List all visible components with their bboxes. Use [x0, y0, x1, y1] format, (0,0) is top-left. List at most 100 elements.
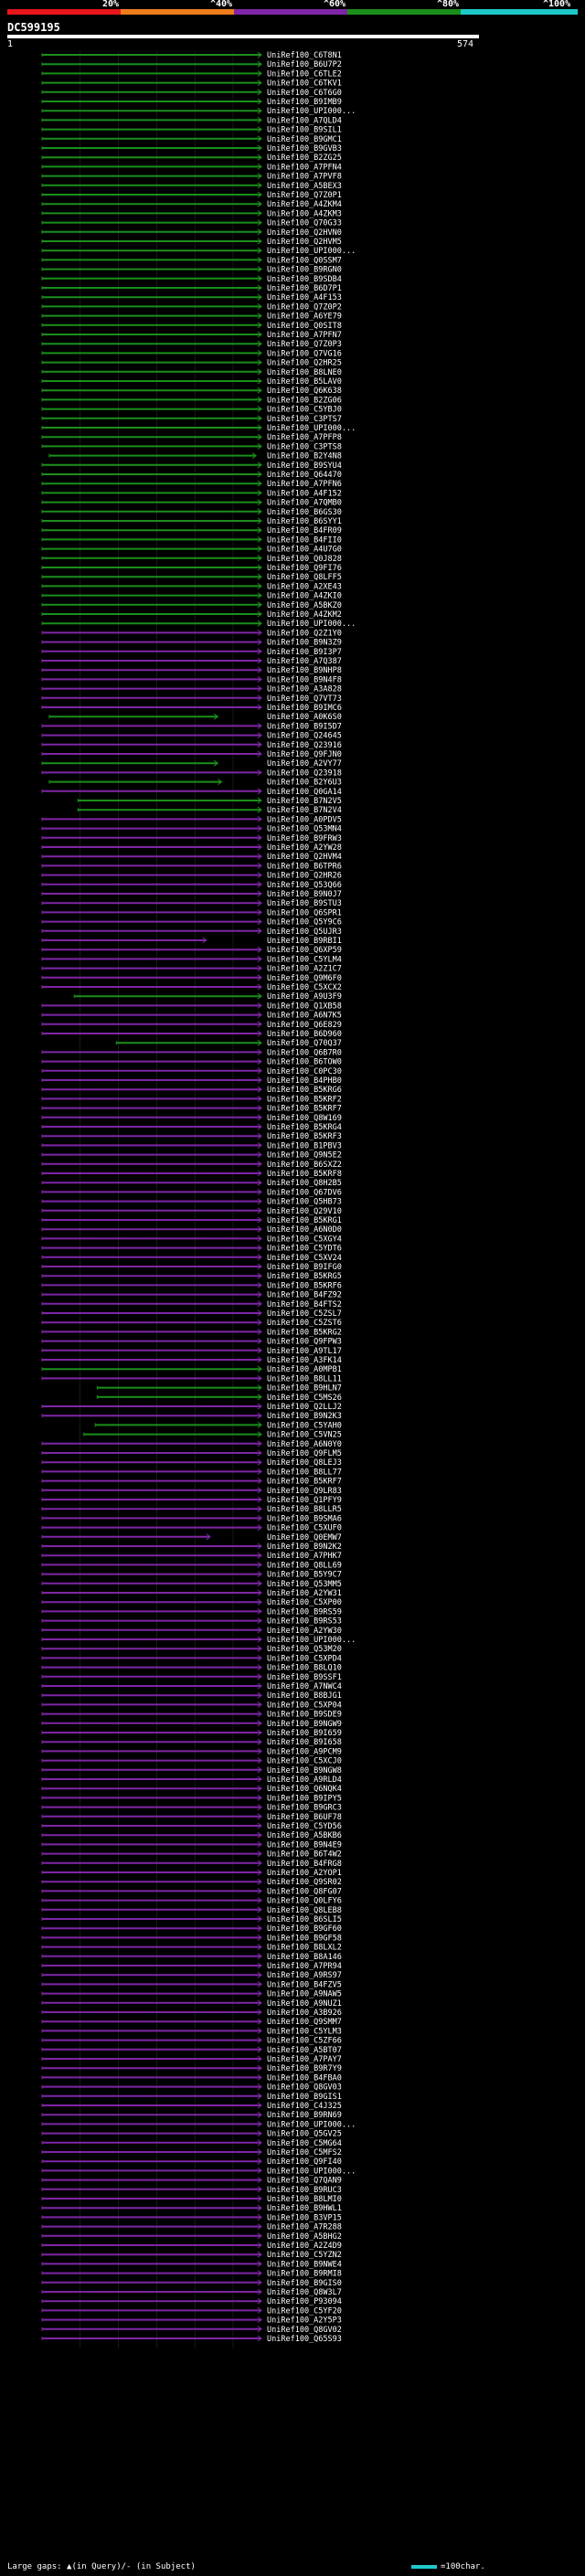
hit-label[interactable]: UniRef100_A4ZKM2 [267, 610, 342, 620]
hit-label[interactable]: UniRef100_C5YLM4 [267, 955, 342, 964]
hit-label[interactable]: UniRef100_C4J325 [267, 2102, 342, 2111]
hit-label[interactable]: UniRef100_B8LL11 [267, 1374, 342, 1383]
hit-label[interactable]: UniRef100_Q0SSM7 [267, 256, 342, 265]
hit-label[interactable]: UniRef100_A3B926 [267, 2009, 342, 2018]
hit-label[interactable]: UniRef100_B9I5D7 [267, 722, 342, 731]
hit-label[interactable]: UniRef100_Q2HVM4 [267, 853, 342, 862]
hit-label[interactable]: UniRef100_A7PFN4 [267, 163, 342, 172]
hit-label[interactable]: UniRef100_A9TL17 [267, 1347, 342, 1356]
hit-label[interactable]: UniRef100_A7NWC4 [267, 1682, 342, 1691]
hit-label[interactable]: UniRef100_A2YW28 [267, 843, 342, 853]
hit-label[interactable]: UniRef100_Q8FG07 [267, 1887, 342, 1896]
hit-label[interactable]: UniRef100_B2Y4N8 [267, 452, 342, 461]
hit-label[interactable]: UniRef100_B9N4E9 [267, 1840, 342, 1850]
hit-label[interactable]: UniRef100_Q7Z0P1 [267, 191, 342, 200]
hit-label[interactable]: UniRef100_B8LL77 [267, 1468, 342, 1477]
hit-label[interactable]: UniRef100_B9GMC1 [267, 135, 342, 144]
hit-label[interactable]: UniRef100_B4FBA0 [267, 2073, 342, 2083]
hit-label[interactable]: UniRef100_B9SMA6 [267, 1514, 342, 1523]
hit-label[interactable]: UniRef100_B6SXZ2 [267, 1161, 342, 1170]
hit-label[interactable]: UniRef100_Q9FLM5 [267, 1449, 342, 1458]
hit-label[interactable]: UniRef100_Q53MN4 [267, 825, 342, 834]
hit-label[interactable]: UniRef100_B6U7P2 [267, 60, 342, 69]
hit-label[interactable]: UniRef100_C5XV24 [267, 1254, 342, 1263]
hit-label[interactable]: UniRef100_C5ZF66 [267, 2037, 342, 2046]
hit-label[interactable]: UniRef100_C5ZSL7 [267, 1309, 342, 1319]
hit-label[interactable]: UniRef100_B8LMI0 [267, 2195, 342, 2204]
hit-label[interactable]: UniRef100_B9N3Z9 [267, 639, 342, 648]
hit-label[interactable]: UniRef100_Q9SR02 [267, 1878, 342, 1887]
hit-label[interactable]: UniRef100_B6D7P1 [267, 284, 342, 293]
hit-label[interactable]: UniRef100_B4FZV5 [267, 1980, 342, 1989]
hit-label[interactable]: UniRef100_B5KRG4 [267, 1123, 342, 1132]
hit-label[interactable]: UniRef100_A6N0Y0 [267, 1440, 342, 1449]
hit-label[interactable]: UniRef100_C5YDT6 [267, 1245, 342, 1254]
hit-label[interactable]: UniRef100_B9SYU4 [267, 461, 342, 471]
hit-label[interactable]: UniRef100_B8LNE0 [267, 368, 342, 377]
hit-label[interactable]: UniRef100_B5KRF7 [267, 1105, 342, 1114]
hit-label[interactable]: UniRef100_Q8LL69 [267, 1561, 342, 1570]
hit-label[interactable]: UniRef100_Q2LLJ2 [267, 1403, 342, 1412]
hit-label[interactable]: UniRef100_B4FII0 [267, 535, 342, 545]
hit-label[interactable]: UniRef100_A2YOP1 [267, 1869, 342, 1878]
hit-label[interactable]: UniRef100_C5YAH0 [267, 1421, 342, 1430]
hit-label[interactable]: UniRef100_A2VY77 [267, 759, 342, 769]
hit-label[interactable]: UniRef100_A5BKB6 [267, 1831, 342, 1840]
hit-label[interactable]: UniRef100_UPI000... [267, 107, 356, 116]
hit-label[interactable]: UniRef100_A3FK14 [267, 1356, 342, 1365]
hit-label[interactable]: UniRef100_A2XE43 [267, 582, 342, 591]
hit-label[interactable]: UniRef100_B8A146 [267, 1953, 342, 1962]
hit-label[interactable]: UniRef100_Q9FI76 [267, 564, 342, 573]
hit-label[interactable]: UniRef100_B5KRG1 [267, 1216, 342, 1225]
hit-label[interactable]: UniRef100_A3A828 [267, 685, 342, 694]
hit-label[interactable]: UniRef100_Q6SPR1 [267, 908, 342, 917]
hit-label[interactable]: UniRef100_B6D960 [267, 1030, 342, 1039]
hit-label[interactable]: UniRef100_B5KRG6 [267, 1086, 342, 1095]
hit-label[interactable]: UniRef100_B9NWE4 [267, 2260, 342, 2269]
hit-label[interactable]: UniRef100_Q2HVM5 [267, 238, 342, 247]
hit-label[interactable]: UniRef100_A9RS97 [267, 1971, 342, 1980]
hit-label[interactable]: UniRef100_Q65S93 [267, 2335, 342, 2344]
hit-label[interactable]: UniRef100_B9FRW3 [267, 834, 342, 843]
hit-label[interactable]: UniRef100_B8BJG1 [267, 1691, 342, 1701]
hit-label[interactable]: UniRef100_Q6NQK4 [267, 1785, 342, 1794]
hit-label[interactable]: UniRef100_A5BHG2 [267, 2232, 342, 2242]
hit-label[interactable]: UniRef100_B4FZ92 [267, 1291, 342, 1300]
hit-label[interactable]: UniRef100_Q9SMM7 [267, 2018, 342, 2027]
hit-label[interactable]: UniRef100_C6T6G0 [267, 89, 342, 98]
hit-label[interactable]: UniRef100_Q8W169 [267, 1114, 342, 1123]
hit-label[interactable]: UniRef100_Q8GV02 [267, 2326, 342, 2335]
hit-label[interactable]: UniRef100_Q6K638 [267, 387, 342, 396]
hit-label[interactable]: UniRef100_P93094 [267, 2297, 342, 2306]
hit-label[interactable]: UniRef100_A9NAW5 [267, 1990, 342, 1999]
hit-label[interactable]: UniRef100_A7QMB0 [267, 499, 342, 508]
hit-label[interactable]: UniRef100_Q1XB58 [267, 1002, 342, 1011]
hit-label[interactable]: UniRef100_C5YD56 [267, 1822, 342, 1831]
hit-label[interactable]: UniRef100_A4ZKM3 [267, 209, 342, 218]
hit-label[interactable]: UniRef100_B4PHB0 [267, 1076, 342, 1086]
hit-label[interactable]: UniRef100_Q23916 [267, 741, 342, 750]
hit-label[interactable]: UniRef100_B3VP15 [267, 2213, 342, 2222]
hit-label[interactable]: UniRef100_B9RS59 [267, 1607, 342, 1617]
hit-label[interactable]: UniRef100_B6TOW0 [267, 1058, 342, 1067]
hit-label[interactable]: UniRef100_Q70G33 [267, 219, 342, 228]
hit-label[interactable]: UniRef100_B5Y9C7 [267, 1571, 342, 1580]
hit-label[interactable]: UniRef100_B9NHP8 [267, 666, 342, 675]
hit-label[interactable]: UniRef100_A6YE79 [267, 313, 342, 322]
hit-label[interactable]: UniRef100_C3PTS7 [267, 415, 342, 424]
hit-label[interactable]: UniRef100_C6TLE2 [267, 69, 342, 79]
hit-label[interactable]: UniRef100_B9I658 [267, 1738, 342, 1747]
hit-label[interactable]: UniRef100_B2ZG25 [267, 154, 342, 163]
hit-label[interactable]: UniRef100_C5ZST6 [267, 1319, 342, 1328]
hit-label[interactable]: UniRef100_Q6E829 [267, 1021, 342, 1030]
hit-label[interactable]: UniRef100_B9SSF1 [267, 1673, 342, 1682]
hit-label[interactable]: UniRef100_A9U3F9 [267, 992, 342, 1002]
hit-label[interactable]: UniRef100_B5LAV0 [267, 377, 342, 387]
hit-label[interactable]: UniRef100_B1PBV3 [267, 1141, 342, 1150]
hit-label[interactable]: UniRef100_B9GRC3 [267, 1804, 342, 1813]
hit-label[interactable]: UniRef100_Q0GA14 [267, 788, 342, 797]
hit-label[interactable]: UniRef100_Q0LFY6 [267, 1897, 342, 1906]
hit-label[interactable]: UniRef100_A7R288 [267, 2223, 342, 2232]
hit-label[interactable]: UniRef100_B9RS53 [267, 1617, 342, 1627]
hit-label[interactable]: UniRef100_A5BT07 [267, 2046, 342, 2055]
